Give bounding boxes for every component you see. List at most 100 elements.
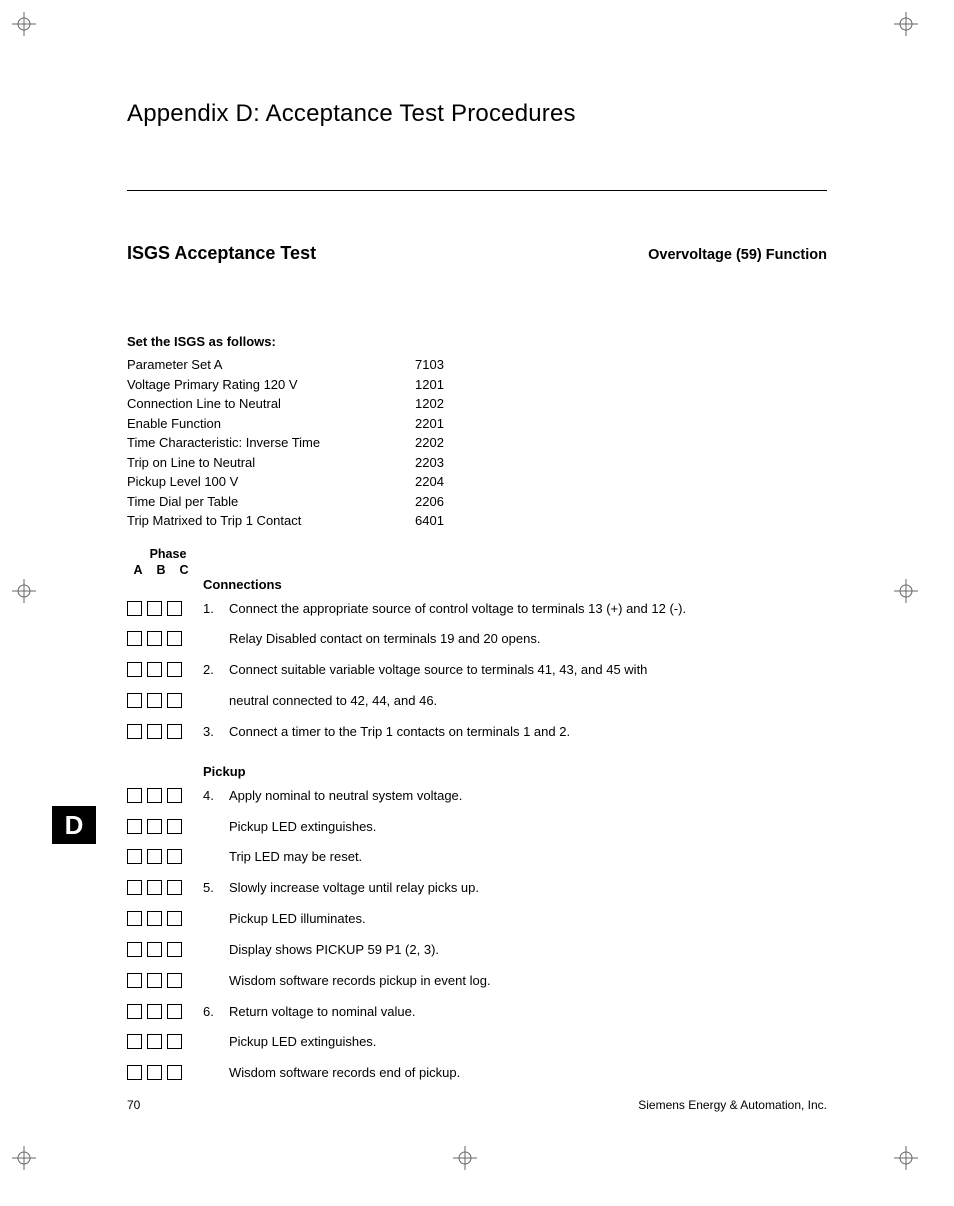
phase-col-b: B (150, 563, 172, 577)
phase-checkbox[interactable] (127, 693, 142, 708)
phase-checkbox[interactable] (167, 1065, 182, 1080)
crop-mark (12, 579, 36, 603)
settings-label: Parameter Set A (127, 355, 415, 375)
settings-code: 1201 (415, 375, 475, 395)
settings-row: Enable Function2201 (127, 414, 827, 434)
step-row: neutral connected to 42, 44, and 46. (127, 692, 827, 711)
step-row: Trip LED may be reset. (127, 848, 827, 867)
phase-checkbox[interactable] (167, 849, 182, 864)
phase-checkbox-group (127, 848, 203, 864)
phase-checkbox-group (127, 972, 203, 988)
phase-checkbox-group (127, 941, 203, 957)
settings-code: 1202 (415, 394, 475, 414)
phase-checkbox[interactable] (127, 942, 142, 957)
phase-checkbox[interactable] (127, 819, 142, 834)
phase-checkbox[interactable] (167, 693, 182, 708)
subtitle-right: Overvoltage (59) Function (648, 247, 827, 263)
step-row: 5.Slowly increase voltage until relay pi… (127, 879, 827, 898)
settings-label: Enable Function (127, 414, 415, 434)
settings-label: Time Dial per Table (127, 492, 415, 512)
step-text: Slowly increase voltage until relay pick… (229, 879, 827, 898)
phase-checkbox[interactable] (127, 601, 142, 616)
phase-checkbox[interactable] (147, 849, 162, 864)
phase-checkbox[interactable] (147, 788, 162, 803)
phase-checkbox[interactable] (167, 942, 182, 957)
step-row: 1.Connect the appropriate source of cont… (127, 600, 827, 619)
phase-checkbox[interactable] (147, 1034, 162, 1049)
phase-checkbox[interactable] (127, 1065, 142, 1080)
step-text: Wisdom software records pickup in event … (229, 972, 827, 991)
phase-checkbox[interactable] (147, 1004, 162, 1019)
settings-code: 2203 (415, 453, 475, 473)
phase-checkbox[interactable] (147, 942, 162, 957)
phase-checkbox[interactable] (167, 724, 182, 739)
appendix-tab-letter: D (65, 810, 84, 841)
section-title: Pickup (203, 764, 827, 779)
title-rule (127, 190, 827, 191)
phase-checkbox[interactable] (147, 1065, 162, 1080)
phase-checkbox[interactable] (147, 601, 162, 616)
phase-checkbox-group (127, 723, 203, 739)
settings-row: Pickup Level 100 V2204 (127, 472, 827, 492)
phase-checkbox[interactable] (167, 819, 182, 834)
phase-checkbox[interactable] (167, 911, 182, 926)
phase-checkbox[interactable] (147, 693, 162, 708)
phase-checkbox[interactable] (127, 880, 142, 895)
phase-checkbox-group (127, 818, 203, 834)
crop-mark (12, 12, 36, 36)
step-row: Wisdom software records pickup in event … (127, 972, 827, 991)
step-text: Connect suitable variable voltage source… (229, 661, 827, 680)
settings-block: Set the ISGS as follows: Parameter Set A… (127, 334, 827, 531)
phase-checkbox[interactable] (167, 880, 182, 895)
step-text: Return voltage to nominal value. (229, 1003, 827, 1022)
crop-mark (894, 579, 918, 603)
settings-code: 2201 (415, 414, 475, 434)
phase-checkbox[interactable] (127, 849, 142, 864)
phase-checkbox[interactable] (127, 662, 142, 677)
settings-label: Voltage Primary Rating 120 V (127, 375, 415, 395)
step-row: Relay Disabled contact on terminals 19 a… (127, 630, 827, 649)
settings-code: 7103 (415, 355, 475, 375)
phase-checkbox[interactable] (147, 819, 162, 834)
phase-checkbox[interactable] (167, 1034, 182, 1049)
phase-checkbox-group (127, 1003, 203, 1019)
crop-mark (12, 1146, 36, 1170)
phase-checkbox[interactable] (167, 662, 182, 677)
procedure-area: Phase A B C Connections1.Connect the app… (127, 577, 827, 1084)
settings-code: 2202 (415, 433, 475, 453)
phase-checkbox[interactable] (167, 973, 182, 988)
phase-checkbox[interactable] (127, 911, 142, 926)
step-text: neutral connected to 42, 44, and 46. (229, 692, 827, 711)
step-row: 6.Return voltage to nominal value. (127, 1003, 827, 1022)
page-title-block: Appendix D: Acceptance Test Procedures (127, 100, 827, 191)
settings-row: Parameter Set A7103 (127, 355, 827, 375)
section-title: Connections (203, 577, 827, 592)
settings-label: Time Characteristic: Inverse Time (127, 433, 415, 453)
crop-mark (894, 1146, 918, 1170)
phase-checkbox[interactable] (127, 1034, 142, 1049)
footer-company: Siemens Energy & Automation, Inc. (638, 1098, 827, 1112)
phase-checkbox[interactable] (167, 1004, 182, 1019)
step-text: Pickup LED illuminates. (229, 910, 827, 929)
phase-checkbox[interactable] (127, 631, 142, 646)
phase-checkbox[interactable] (147, 724, 162, 739)
phase-col-c: C (173, 563, 195, 577)
settings-row: Time Dial per Table2206 (127, 492, 827, 512)
settings-label: Connection Line to Neutral (127, 394, 415, 414)
phase-checkbox[interactable] (147, 631, 162, 646)
phase-checkbox[interactable] (127, 973, 142, 988)
phase-checkbox[interactable] (167, 601, 182, 616)
phase-checkbox[interactable] (167, 631, 182, 646)
phase-checkbox[interactable] (167, 788, 182, 803)
phase-checkbox[interactable] (127, 724, 142, 739)
page-title: Appendix D: Acceptance Test Procedures (127, 100, 827, 138)
phase-checkbox[interactable] (147, 911, 162, 926)
phase-checkbox[interactable] (127, 788, 142, 803)
step-text: Relay Disabled contact on terminals 19 a… (229, 630, 827, 649)
step-row: Pickup LED extinguishes. (127, 1033, 827, 1052)
settings-label: Pickup Level 100 V (127, 472, 415, 492)
phase-checkbox[interactable] (147, 662, 162, 677)
phase-checkbox[interactable] (147, 880, 162, 895)
phase-checkbox[interactable] (127, 1004, 142, 1019)
phase-checkbox[interactable] (147, 973, 162, 988)
